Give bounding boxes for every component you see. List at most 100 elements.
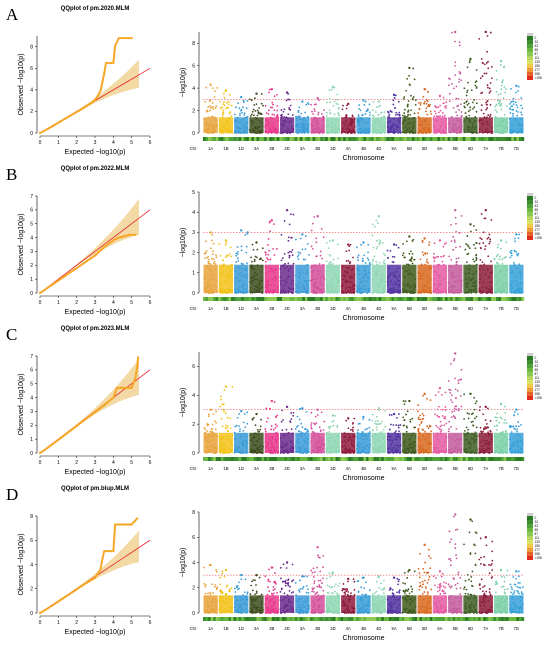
snp-point: [499, 255, 501, 258]
snp-point: [297, 109, 300, 112]
peak-snp: [408, 66, 411, 70]
snp-point: [432, 256, 435, 259]
snp-point: [215, 256, 218, 259]
snp-point: [410, 260, 413, 263]
snp-point: [375, 426, 378, 429]
chromosome-label: 2A: [254, 146, 259, 151]
snp-point: [417, 418, 420, 421]
snp-point: [276, 105, 279, 107]
density-cell: [215, 457, 219, 461]
y-tick-label: 4: [192, 86, 195, 92]
snp-point: [500, 247, 502, 250]
snp-point: [388, 113, 391, 116]
density-cell: [368, 137, 372, 141]
snp-point: [313, 103, 316, 106]
density-cell: [473, 137, 476, 141]
snp-point: [243, 114, 246, 116]
chromosome-label: 1D: [239, 146, 244, 151]
density-cell: [228, 137, 232, 141]
snp-point: [329, 240, 331, 242]
snp-point: [231, 386, 234, 388]
snp-point: [382, 252, 385, 255]
density-cell: [218, 137, 222, 141]
snp-point: [366, 427, 368, 430]
snp-point: [418, 424, 421, 426]
snp-point: [265, 112, 268, 114]
snp-point: [220, 398, 222, 401]
density-cell: [238, 457, 242, 461]
snp-point: [465, 101, 467, 104]
density-cell: [404, 137, 408, 141]
snp-point: [439, 104, 442, 107]
snp-point: [267, 417, 269, 419]
qq-title: QQplot of pm.2022.MLM: [61, 166, 130, 172]
peak-snp: [347, 102, 350, 106]
snp-point: [251, 260, 253, 263]
manhattan-plot: 1A 1B 1D 2A 2B 2D 3A 3B 3D 4A 4B 4D 5A 5B 5D 6A 6B 6D 7A 7B…: [180, 352, 542, 482]
peak-snp: [362, 99, 365, 102]
snp-cluster: [386, 432, 402, 453]
density-cell: [343, 137, 346, 141]
peak-snp: [347, 243, 350, 246]
density-cell: [233, 457, 237, 461]
density-cell: [498, 297, 502, 301]
snp-point: [510, 254, 513, 257]
density-cell: [373, 137, 377, 141]
snp-point: [207, 256, 210, 258]
snp-point: [320, 113, 323, 115]
snp-point: [271, 113, 274, 116]
snp-point: [294, 427, 297, 430]
snp-point: [315, 237, 318, 240]
snp-point: [269, 407, 271, 410]
density-cell: [388, 297, 392, 301]
snp-point: [375, 247, 378, 250]
snp-point: [466, 89, 469, 92]
snp-point: [204, 428, 207, 431]
snp-point: [345, 419, 348, 422]
density-cell: [391, 137, 395, 141]
legend-label: >198: [535, 236, 542, 240]
snp-point: [358, 104, 361, 107]
snp-point: [366, 257, 369, 260]
snp-point: [298, 106, 301, 109]
snp-point: [498, 258, 501, 261]
snp-cluster: [371, 117, 386, 133]
snp-point: [322, 236, 325, 239]
density-cell: [317, 457, 321, 461]
snp-point: [207, 106, 210, 108]
snp-point: [487, 60, 489, 63]
x-tick-label: 4: [112, 300, 115, 306]
snp-point: [452, 235, 455, 238]
density-cell: [243, 137, 247, 141]
snp-point: [495, 262, 498, 264]
snp-point: [290, 412, 293, 414]
snp-point: [464, 112, 467, 114]
snp-point: [274, 415, 277, 418]
snp-point: [276, 424, 278, 427]
density-cell: [243, 457, 247, 461]
density-cell: [480, 297, 484, 301]
snp-point: [236, 246, 239, 248]
density-cell: [378, 457, 382, 461]
density-cell: [261, 137, 265, 141]
density-cell: [381, 457, 385, 461]
snp-point: [458, 78, 461, 81]
peak-snp: [438, 239, 442, 242]
density-cell: [513, 297, 517, 301]
density-cell: [518, 137, 522, 141]
peak-snp: [316, 408, 319, 411]
snp-point: [222, 109, 225, 112]
snp-point: [325, 260, 328, 263]
density-cell: [330, 297, 334, 301]
snp-point: [377, 105, 380, 108]
snp-point: [271, 101, 274, 104]
density-cell: [442, 137, 446, 141]
peak-snp: [423, 392, 426, 396]
snp-point: [249, 115, 252, 117]
snp-point: [468, 114, 471, 117]
snp-point: [405, 430, 408, 433]
peak-snp: [392, 243, 396, 246]
snp-point: [409, 420, 412, 423]
snp-point: [214, 90, 216, 93]
